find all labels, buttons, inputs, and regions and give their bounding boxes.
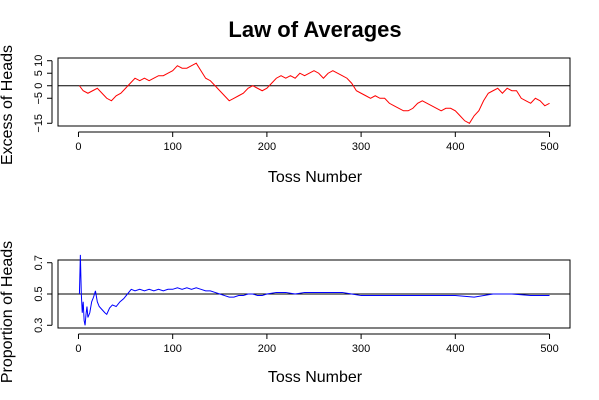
- figure-title: Law of Averages: [228, 17, 401, 42]
- proportion-x-tick-label: 400: [446, 343, 464, 355]
- proportion-of-heads-panel: Toss Number Proportion of Heads 0 100 200 3…: [0, 241, 571, 386]
- excess-series-line-0: [79, 62, 550, 124]
- excess-y-tick-label: −5: [33, 92, 45, 105]
- excess-x-tick-label: 200: [258, 141, 276, 153]
- proportion-x-axis-title: Toss Number: [268, 369, 363, 386]
- proportion-x-tick-label: 100: [164, 343, 182, 355]
- proportion-series-line-0: [78, 254, 550, 326]
- excess-x-tick-label: 500: [540, 141, 558, 153]
- excess-y-tick-label: 5: [33, 70, 45, 76]
- excess-x-axis-title: Toss Number: [268, 169, 363, 186]
- excess-y-axis-title: Excess of Heads: [0, 45, 16, 165]
- proportion-y-tick-label: 0.3: [33, 318, 45, 333]
- excess-x-tick-label: 400: [446, 141, 464, 153]
- proportion-y-tick-label: 0.7: [33, 255, 45, 270]
- proportion-x-tick-label: 500: [540, 343, 558, 355]
- excess-plot-frame: [57, 57, 571, 127]
- excess-x-tick-label: 0: [75, 141, 81, 153]
- proportion-x-tick-label: 300: [352, 343, 370, 355]
- excess-y-tick-label: −15: [33, 114, 45, 133]
- proportion-x-tick-label: 0: [75, 343, 81, 355]
- excess-y-tick-label: 10: [33, 55, 45, 67]
- proportion-y-axis-title: Proportion of Heads: [0, 241, 16, 383]
- excess-of-heads-panel: Toss Number Excess of Heads 0 100 200 300 40…: [0, 45, 571, 186]
- proportion-x-tick-label: 200: [258, 343, 276, 355]
- excess-y-tick-label: 0: [33, 83, 45, 89]
- excess-x-tick-label: 100: [164, 141, 182, 153]
- proportion-y-tick-label: 0.5: [33, 286, 45, 301]
- excess-x-tick-label: 300: [352, 141, 370, 153]
